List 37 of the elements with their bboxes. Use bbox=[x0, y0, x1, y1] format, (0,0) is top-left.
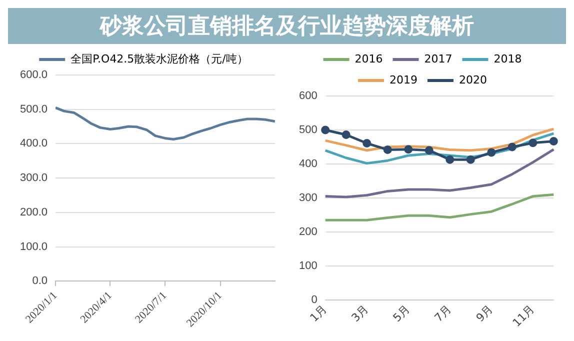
point bbox=[487, 148, 496, 157]
legend-label: 2016 bbox=[354, 52, 383, 66]
point bbox=[404, 145, 413, 154]
text: 砂浆公司直销排名及行业趋势深度解析 bbox=[100, 12, 474, 41]
x-tick-label: 7月 bbox=[432, 302, 454, 325]
point bbox=[528, 138, 538, 148]
y-tick-label: 200 bbox=[298, 226, 318, 238]
y-tick-label: 300 bbox=[298, 192, 318, 204]
point bbox=[446, 155, 454, 164]
legend-label: 全国P.O42.5散装水泥价格（元/吨） bbox=[70, 52, 248, 66]
y-tick-label: 600 bbox=[298, 90, 318, 102]
point bbox=[383, 145, 392, 154]
point bbox=[508, 142, 516, 152]
point bbox=[466, 155, 475, 164]
y-tick-label: 0.0 bbox=[32, 275, 48, 288]
point bbox=[321, 126, 330, 134]
point bbox=[549, 136, 558, 146]
legend-label: 2018 bbox=[494, 52, 522, 66]
y-tick-label: 400 bbox=[298, 158, 318, 170]
y-tick-label: 100 bbox=[298, 260, 318, 272]
point bbox=[342, 130, 350, 140]
x-tick-label: 5月 bbox=[390, 302, 413, 325]
y-tick-label: 600.0 bbox=[20, 69, 48, 82]
y-tick-label: 300.0 bbox=[20, 172, 48, 184]
point bbox=[362, 139, 372, 148]
x-tick-label: 3月 bbox=[349, 302, 372, 325]
x-tick-label: 11月 bbox=[510, 302, 538, 330]
y-tick-label: 500.0 bbox=[20, 103, 48, 116]
point bbox=[424, 146, 434, 155]
y-tick-label: 400.0 bbox=[20, 138, 48, 150]
y-tick-label: 500 bbox=[298, 124, 318, 136]
legend-label: 2020 bbox=[459, 73, 487, 86]
legend-label: 2019 bbox=[390, 73, 418, 86]
y-tick-label: 200.0 bbox=[20, 206, 48, 218]
x-tick-label: 9月 bbox=[474, 302, 496, 325]
legend-label: 2017 bbox=[424, 52, 452, 66]
y-tick-label: 100.0 bbox=[20, 240, 48, 253]
